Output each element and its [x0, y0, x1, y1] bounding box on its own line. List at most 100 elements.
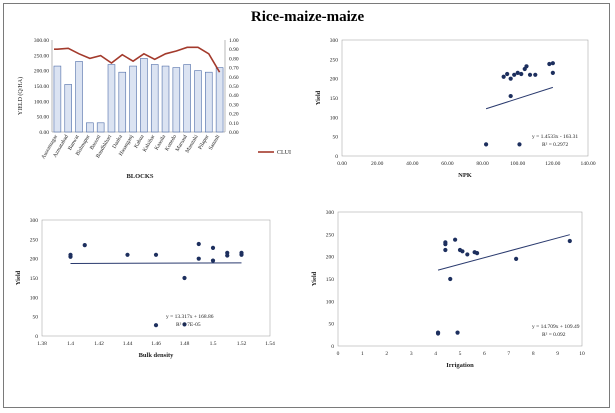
data-point	[443, 247, 448, 253]
data-point	[514, 256, 519, 261]
x-tick-label: 3	[410, 351, 413, 357]
figure-frame	[3, 3, 610, 408]
y2-tick-label: 0.20	[229, 112, 239, 118]
y2-tick-label: 0.10	[229, 121, 239, 127]
plot-area	[41, 219, 271, 337]
trendline	[485, 86, 554, 110]
data-point	[448, 276, 453, 282]
bar	[183, 64, 191, 133]
data-point	[547, 61, 552, 67]
x-tick-label: 1.52	[237, 341, 247, 347]
bar	[140, 58, 148, 133]
plot-area	[341, 39, 589, 157]
data-point	[474, 250, 480, 256]
data-point	[508, 76, 513, 81]
y-axis-title: Yield	[315, 90, 322, 105]
data-point	[515, 70, 520, 75]
y-tick-label: 200	[30, 257, 39, 263]
bar	[86, 122, 94, 133]
legend-label: CLUI	[277, 150, 291, 156]
y2-tick-label: 0.90	[229, 47, 239, 53]
data-point	[508, 93, 513, 99]
y-tick-label: 150	[30, 276, 39, 282]
data-point	[153, 252, 159, 257]
plot-area	[337, 211, 583, 347]
y-tick-label: 50	[33, 315, 39, 321]
y-tick-label: 250	[330, 57, 339, 63]
y-tick-label: 0	[331, 344, 334, 350]
y-tick-label: 100	[326, 299, 335, 305]
x-tick-label: 1.38	[37, 341, 47, 347]
y-tick-label: 300	[326, 210, 335, 216]
data-point	[68, 252, 73, 257]
x-tick-label: 120.00	[545, 161, 560, 167]
y-tick-label: 150	[326, 277, 335, 283]
bar	[194, 70, 202, 133]
x-axis-title: BLOCKS	[126, 173, 153, 180]
x-tick-label: 100.00	[510, 161, 525, 167]
y-axis-title: YIELD (Q/HA)	[17, 77, 24, 115]
x-tick-label: 80.00	[476, 161, 489, 167]
x-tick-label: 0.00	[337, 161, 347, 167]
trendline-equation: y = 13.317x + 168.86	[166, 314, 214, 320]
data-point	[182, 322, 187, 327]
x-tick-label: 1.44	[123, 341, 133, 347]
clui-line	[54, 46, 221, 73]
y-tick-label: 100.00	[34, 99, 49, 105]
x-category-label: Sanauli	[208, 134, 222, 152]
x-tick-label: 7	[507, 351, 510, 357]
y-tick-label: 250	[30, 237, 39, 243]
bar	[205, 71, 213, 133]
irrigation-scatter-chart: 0 50 100 150 200 250 300 0 1 2 3 4 5 6 7 8 9 10 y = 14.709…	[311, 210, 585, 369]
y2-tick-label: 0.60	[229, 75, 239, 81]
x-tick-label: 1.46	[151, 341, 161, 347]
x-tick-label: 1.5	[210, 341, 217, 347]
r-squared-label: R² = 0.092	[542, 332, 566, 338]
npk-scatter-chart: 0 50 100 150 200 250 300 0.00 20.00 40.00 60.00 80.…	[315, 38, 596, 179]
bar	[118, 71, 127, 133]
y-tick-label: 150.00	[34, 84, 49, 90]
data-point	[196, 256, 201, 261]
x-tick-label: 1.4	[67, 341, 74, 347]
data-point	[125, 252, 130, 257]
data-point	[443, 240, 448, 245]
bar	[75, 61, 83, 133]
data-point	[533, 72, 538, 77]
y-tick-label: 100	[30, 295, 39, 301]
data-point	[527, 72, 533, 77]
data-point	[512, 72, 517, 77]
x-tick-label: 60.00	[441, 161, 454, 167]
data-point	[460, 249, 465, 254]
x-tick-label: 1.48	[180, 341, 190, 347]
y-tick-label: 200	[326, 255, 335, 261]
y-tick-label: 250	[326, 232, 335, 238]
x-tick-label: 1.54	[265, 341, 275, 347]
data-point	[465, 252, 470, 257]
data-point	[239, 250, 244, 255]
x-tick-label: 5	[459, 351, 462, 357]
x-tick-label: 1	[361, 351, 364, 357]
bar	[215, 67, 224, 133]
data-point	[455, 330, 460, 335]
x-tick-label: 0	[337, 351, 340, 357]
x-tick-label: 10	[579, 351, 585, 357]
y-axis-title: Yield	[15, 270, 22, 285]
data-point	[225, 250, 230, 255]
bar	[96, 122, 105, 133]
data-point	[210, 245, 216, 250]
bar	[172, 67, 181, 133]
y-tick-label: 300.00	[34, 38, 49, 44]
y-tick-label: 50	[333, 135, 339, 141]
data-point	[505, 71, 510, 77]
y-tick-label: 100	[330, 115, 339, 121]
y2-tick-label: 0.40	[229, 93, 239, 99]
x-tick-label: 20.00	[371, 161, 384, 167]
y2-tick-label: 0.30	[229, 102, 239, 108]
y-tick-label: 200.00	[34, 69, 49, 75]
trendline	[437, 234, 570, 271]
x-tick-label: 8	[532, 351, 535, 357]
y-tick-label: 150	[330, 96, 339, 102]
data-point	[483, 142, 489, 147]
data-point	[182, 275, 187, 281]
x-tick-label: 6	[483, 351, 486, 357]
